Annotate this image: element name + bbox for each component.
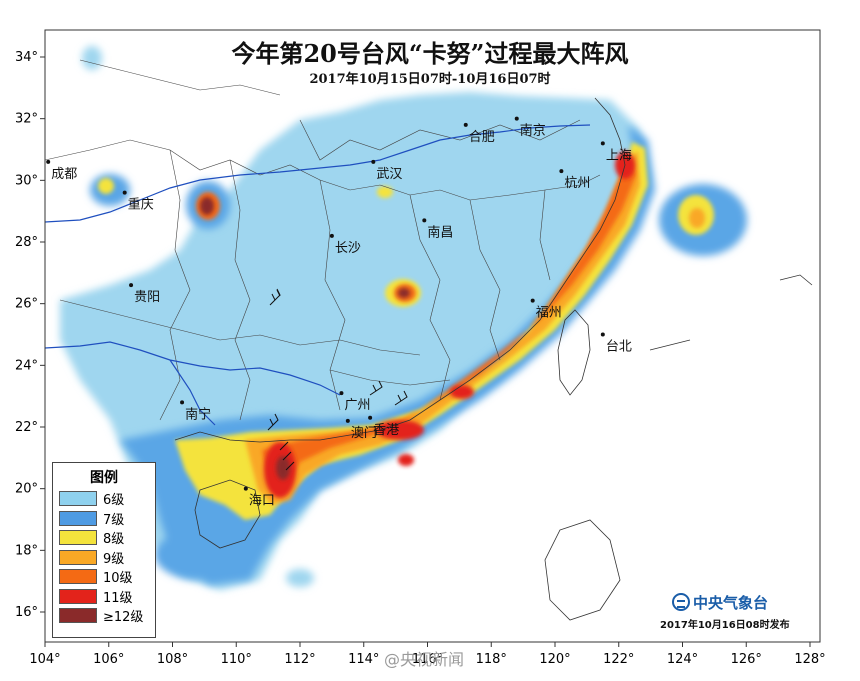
- x-tick-label: 110°: [221, 652, 252, 667]
- x-tick-label: 120°: [539, 652, 570, 667]
- y-tick-label: 18°: [15, 543, 38, 558]
- legend-swatch: [59, 588, 97, 604]
- city-label: 重庆: [128, 197, 154, 213]
- city-label: 台北: [606, 340, 632, 355]
- legend-swatch: [59, 608, 97, 624]
- province-borders: [45, 59, 601, 421]
- city-label: 南昌: [427, 224, 453, 240]
- y-tick-label: 34°: [15, 50, 38, 65]
- y-tick-label: 32°: [15, 112, 38, 127]
- city-label: 福州: [536, 306, 562, 321]
- legend-label: 6级: [103, 493, 125, 509]
- x-tick-label: 104°: [29, 652, 60, 667]
- legend-row: ≥12级: [53, 606, 155, 626]
- y-tick-label: 28°: [15, 235, 38, 250]
- map-frame: [44, 29, 821, 643]
- legend-title: 图例: [90, 470, 118, 486]
- city-marker: [339, 391, 344, 396]
- legend-row: 11级: [53, 587, 155, 607]
- legend: 图例 6级 7级 8级 9级 10级 11级 ≥12级: [52, 462, 156, 638]
- city-label: 合肥: [469, 130, 495, 145]
- x-tick-label: 112°: [284, 652, 315, 667]
- y-tick-label: 16°: [15, 605, 38, 620]
- x-tick-label: 128°: [794, 652, 825, 667]
- issue-time: 2017年10月16日08时发布: [660, 620, 790, 631]
- city-label: 长沙: [335, 241, 361, 256]
- y-tick-label: 30°: [15, 173, 38, 188]
- rivers: [45, 124, 591, 426]
- city-marker: [122, 190, 127, 195]
- city-marker: [600, 332, 605, 337]
- legend-row: 6级: [53, 489, 155, 509]
- city-label: 杭州: [564, 176, 590, 191]
- x-tick-label: 126°: [731, 652, 762, 667]
- city-label: 上海: [606, 148, 632, 163]
- watermark: @央视新闻: [384, 650, 465, 669]
- city-marker: [559, 169, 564, 174]
- credit: 中央气象台: [672, 592, 768, 613]
- city-marker: [46, 159, 51, 164]
- map-title: 今年第20号台风“卡努”过程最大阵风: [231, 39, 629, 68]
- x-tick-label: 106°: [93, 652, 124, 667]
- y-axis-ticks: 34° 32° 30° 28° 26° 24° 22° 20° 18° 16°: [15, 50, 45, 620]
- city-marker: [345, 418, 350, 423]
- legend-swatch: [59, 549, 97, 565]
- legend-label: 9级: [103, 551, 125, 567]
- city-label: 香港: [373, 423, 399, 438]
- x-tick-label: 122°: [603, 652, 634, 667]
- legend-swatch: [59, 569, 97, 585]
- city-label: 南宁: [185, 406, 211, 422]
- city-marker: [530, 298, 535, 303]
- legend-swatch: [59, 510, 97, 526]
- cma-logo-icon: [672, 593, 690, 611]
- y-tick-label: 24°: [15, 358, 38, 373]
- city-marker: [514, 116, 519, 121]
- map-subtitle: 2017年10月15日07时-10月16日07时: [309, 72, 551, 87]
- legend-label: 8级: [103, 532, 125, 548]
- coastline: [174, 97, 813, 621]
- legend-label: 7级: [103, 512, 125, 528]
- x-tick-label: 116°: [412, 652, 443, 667]
- city-marker: [600, 141, 605, 146]
- legend-label: ≥12级: [103, 610, 144, 626]
- y-tick-label: 22°: [15, 420, 38, 435]
- x-tick-label: 124°: [667, 652, 698, 667]
- city-marker: [329, 233, 334, 238]
- city-label: 广州: [344, 398, 370, 413]
- city-label: 海口: [249, 494, 275, 509]
- city-label: 武汉: [376, 167, 402, 182]
- legend-swatch: [59, 530, 97, 546]
- city-marker: [129, 283, 134, 288]
- city-marker: [463, 122, 468, 127]
- wind-barbs: [267, 288, 408, 471]
- x-tick-label: 118°: [476, 652, 507, 667]
- legend-row: 10级: [53, 567, 155, 587]
- legend-row: 8级: [53, 528, 155, 548]
- legend-label: 10级: [103, 571, 133, 587]
- legend-label: 11级: [103, 590, 133, 606]
- legend-row: 9级: [53, 548, 155, 568]
- legend-swatch: [59, 491, 97, 507]
- y-tick-label: 26°: [15, 297, 38, 312]
- y-tick-label: 20°: [15, 482, 38, 497]
- city-marker: [371, 159, 376, 164]
- x-tick-label: 108°: [157, 652, 188, 667]
- credit-text: 中央气象台: [693, 594, 769, 612]
- legend-row: 7级: [53, 509, 155, 529]
- city-label: 南京: [520, 123, 546, 139]
- city-label: 贵阳: [134, 290, 160, 305]
- city-marker: [180, 400, 185, 405]
- city-marker: [368, 415, 373, 420]
- x-tick-label: 114°: [348, 652, 379, 667]
- city-label: 成都: [51, 167, 77, 182]
- city-marker: [243, 486, 248, 491]
- level-12-region: [200, 197, 410, 480]
- city-marker: [422, 218, 427, 223]
- x-axis-ticks: 104° 106° 108° 110° 112° 114° 116° 118° 120° 122°…: [29, 642, 826, 667]
- city-label: 澳门: [351, 425, 377, 441]
